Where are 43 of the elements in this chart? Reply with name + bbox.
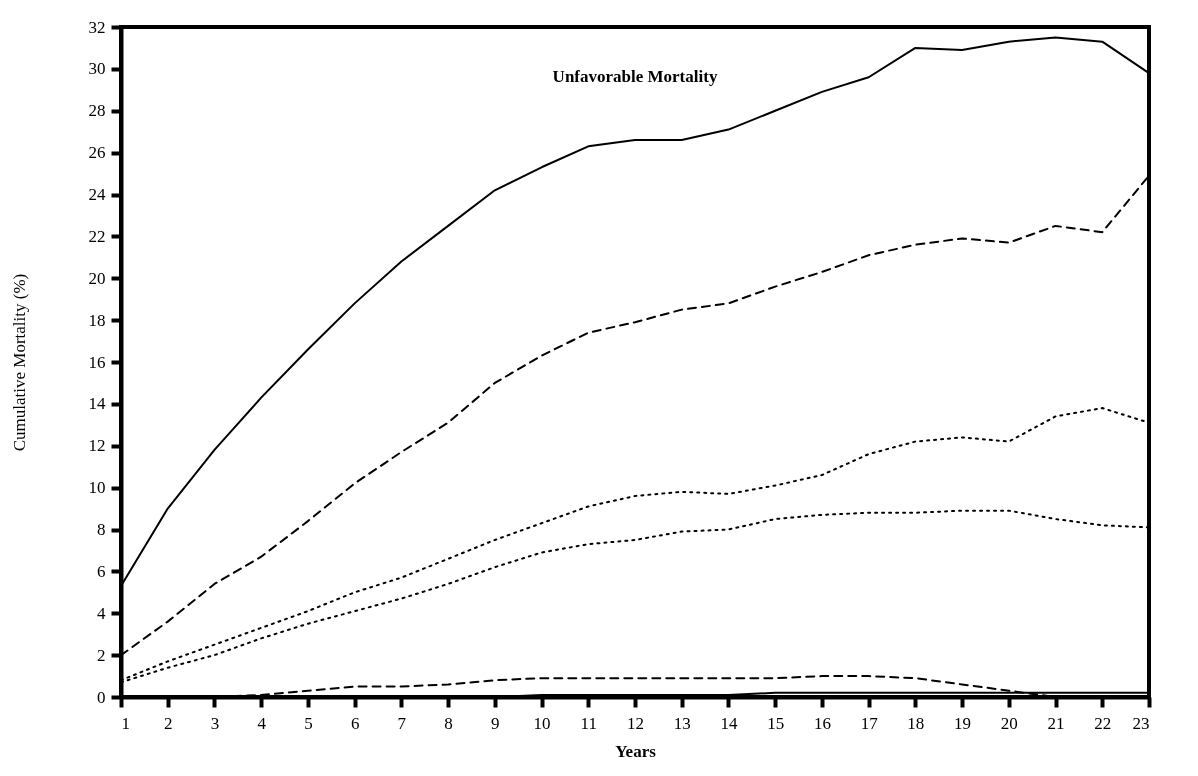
x-tick-label: 11	[580, 713, 597, 733]
annotation: Unfavorable Mortality	[552, 67, 718, 86]
x-axis-title: Years	[615, 741, 657, 761]
y-tick-label: 4	[97, 603, 106, 623]
y-tick-label: 0	[97, 687, 106, 707]
x-tick-label: 21	[1047, 713, 1065, 733]
x-tick-label: 15	[767, 713, 785, 733]
y-tick-label: 14	[88, 394, 106, 414]
y-tick-label: 20	[88, 268, 106, 288]
y-tick-label: 32	[88, 17, 106, 37]
x-tick-label: 20	[1000, 713, 1018, 733]
x-tick-label: 3	[210, 713, 220, 733]
x-tick-label: 13	[673, 713, 691, 733]
y-tick-label: 30	[88, 59, 106, 79]
x-tick-label: 22	[1094, 713, 1112, 733]
x-tick-label: 17	[860, 713, 879, 733]
y-tick-label: 26	[88, 143, 106, 163]
y-tick-label: 2	[97, 645, 106, 665]
y-tick-label: 8	[97, 520, 106, 539]
x-tick-label: 1	[121, 713, 130, 733]
x-tick-label: 10	[533, 713, 551, 733]
x-tick-label: 12	[627, 713, 644, 733]
x-tick-label: 9	[491, 713, 500, 733]
x-tick-label: 19	[954, 713, 972, 733]
y-tick-label: 6	[97, 561, 106, 581]
x-tick-label: 18	[907, 713, 925, 733]
x-tick-label: 7	[397, 713, 407, 733]
x-tick-label: 4	[257, 713, 267, 733]
x-tick-label: 6	[350, 713, 360, 733]
x-tick-label: 2	[163, 713, 173, 733]
x-tick-label: 5	[304, 713, 313, 733]
y-tick-label: 24	[88, 185, 106, 204]
y-tick-label: 12	[88, 436, 106, 456]
x-tick-label: 14	[720, 713, 738, 733]
y-tick-label: 22	[88, 226, 106, 246]
y-tick-label: 18	[88, 310, 106, 330]
y-axis-title: Cumulative Mortality (%)	[9, 273, 29, 452]
x-tick-label: 16	[813, 713, 831, 733]
y-tick-label: 28	[88, 101, 106, 121]
x-tick-label: 23	[1132, 713, 1150, 733]
x-tick-label: 8	[444, 713, 453, 733]
y-tick-label: 16	[88, 352, 106, 372]
y-tick-label: 10	[88, 478, 106, 498]
